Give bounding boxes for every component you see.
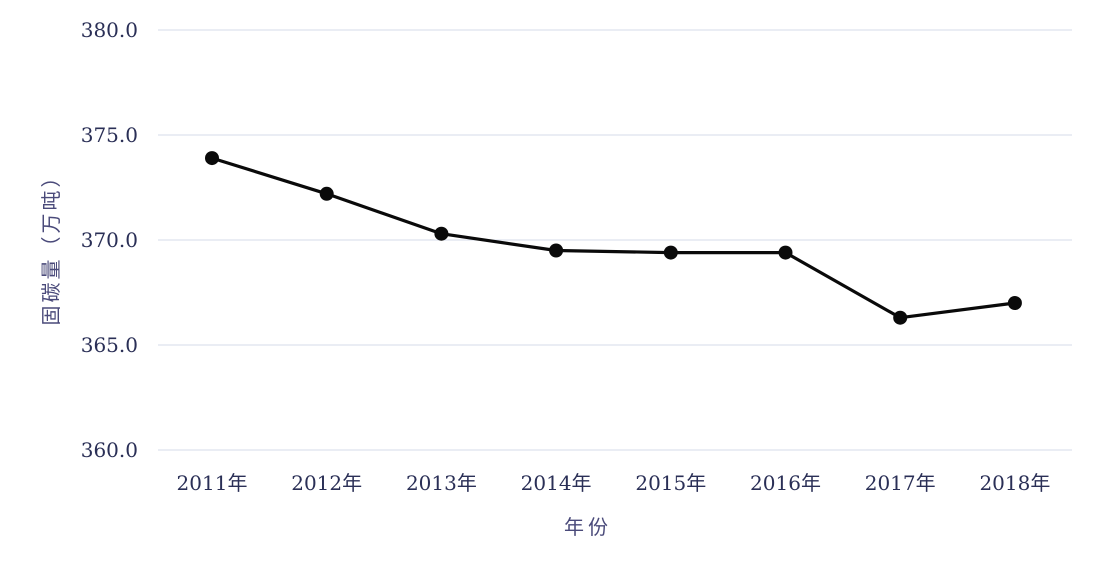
- series-line: [211, 156, 1016, 320]
- data-point-7: [893, 310, 908, 325]
- x-axis-title: 年份: [564, 515, 612, 539]
- x-tick-label: 2015年: [635, 471, 706, 495]
- x-tick-label: 2011年: [177, 471, 248, 495]
- y-tick-label: 380.0: [81, 18, 138, 42]
- data-points: [205, 151, 1022, 325]
- x-tick-label: 2016年: [750, 471, 821, 495]
- data-point-8: [1007, 296, 1022, 310]
- x-axis-tick-labels: 2011年 2012年 2013年 2014年 2015年 2016年 2017年 2018年: [177, 471, 1051, 495]
- data-point-6: [778, 245, 793, 260]
- x-tick-label: 2018年: [979, 471, 1050, 495]
- y-tick-label: 370.0: [81, 228, 138, 252]
- y-axis-title: 固碳量（万吨）: [39, 165, 63, 326]
- y-tick-label: 360.0: [81, 438, 138, 462]
- x-tick-label: 2017年: [865, 471, 936, 495]
- x-tick-label: 2014年: [521, 471, 592, 495]
- data-point-3: [434, 226, 449, 241]
- data-point-2: [319, 186, 334, 201]
- y-tick-label: 365.0: [81, 333, 138, 357]
- data-point-4: [549, 243, 564, 258]
- x-tick-label: 2013年: [406, 471, 477, 495]
- y-axis-tick-labels: 360.0 365.0 370.0 375.0 380.0: [81, 18, 138, 462]
- y-tick-label: 375.0: [81, 123, 138, 147]
- x-tick-label: 2012年: [291, 471, 362, 495]
- data-point-1: [205, 151, 219, 166]
- data-point-5: [663, 245, 678, 260]
- grid-lines: [158, 29, 1072, 451]
